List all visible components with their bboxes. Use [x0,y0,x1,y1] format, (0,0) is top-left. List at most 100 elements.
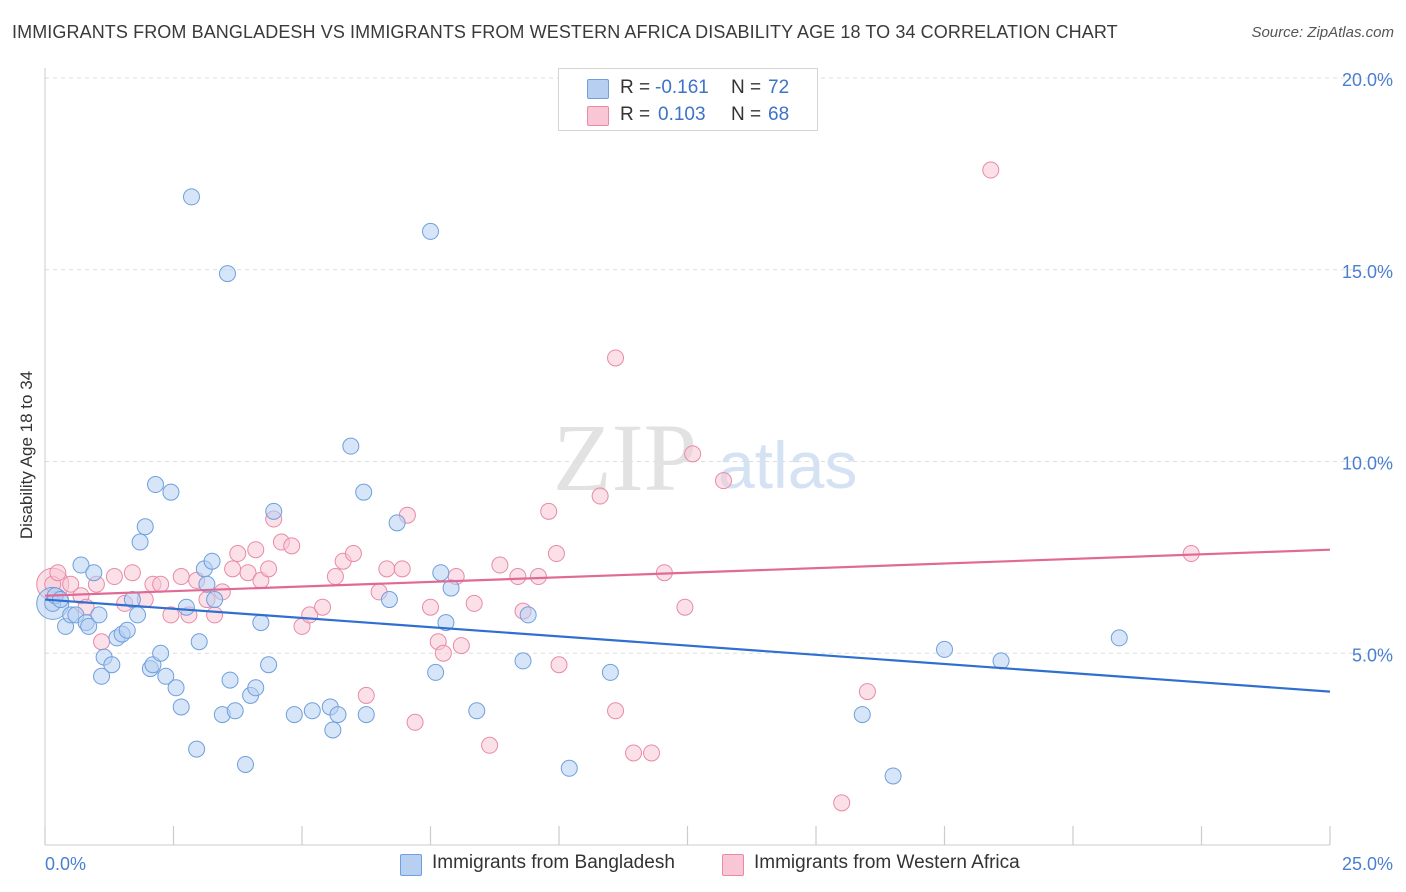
source-label: Source: ZipAtlas.com [1251,24,1394,41]
bangladesh-point [355,483,373,501]
western-africa-point [625,744,643,762]
bangladesh-point [206,591,224,609]
bangladesh-point [853,706,871,724]
bangladesh-point [226,702,244,720]
western-africa-point [465,594,483,612]
western-africa-point [550,656,568,674]
western-africa-point [123,564,141,582]
bangladesh-point [182,188,200,206]
western-africa-point [260,560,278,578]
bangladesh-point [437,614,455,632]
watermark-zip: ZIP [553,404,697,511]
western-africa-point [357,686,375,704]
y-tick-label: 20.0% [1342,70,1393,90]
watermark-atlas: atlas [718,428,857,502]
western-africa-point [378,560,396,578]
bangladesh-trend-line [44,598,1331,693]
chart-title: IMMIGRANTS FROM BANGLADESH VS IMMIGRANTS… [12,22,1118,42]
bangladesh-point [329,706,347,724]
western-africa-point [49,564,67,582]
bangladesh-point [380,591,398,609]
western-africa-trend-line [44,548,1331,597]
bangladesh-point [218,265,236,283]
series-bangladesh-points [36,188,1128,785]
x-tick-label: 0.0% [45,854,86,874]
bangladesh-point [601,663,619,681]
bangladesh-point [80,617,98,635]
bangladesh-point [442,579,460,597]
western-africa-point [162,606,180,624]
bangladesh-point [188,740,206,758]
western-africa-point [344,545,362,563]
western-africa-point [714,472,732,490]
bangladesh-point [85,564,103,582]
bangladesh-point [203,552,221,570]
legend-swatch-western-africa [587,106,609,126]
bangladesh-point [152,644,170,662]
western-africa-point [152,575,170,593]
western-africa-point [393,560,411,578]
trend-lines [44,548,1331,693]
legend-r-value: 0.103 [658,104,706,125]
western-africa-point [509,568,527,586]
bangladesh-point [93,667,111,685]
western-africa-point [283,537,301,555]
bangladesh-point [147,476,165,494]
y-tick-label: 5.0% [1352,645,1393,665]
western-africa-point [529,568,547,586]
bangladesh-point [422,222,439,240]
western-africa-point [591,487,609,505]
bangladesh-point [357,706,375,724]
legend-n-label: N = [731,77,762,98]
western-africa-point [172,568,190,586]
bangladesh-point [118,621,136,639]
bangladesh-point [468,702,486,720]
bangladesh-point [936,640,953,658]
western-africa-point [314,598,332,616]
western-africa-point [491,556,509,574]
bangladesh-point [177,598,195,616]
western-africa-point [62,575,80,593]
western-africa-point [105,568,123,586]
bangladesh-point [131,533,149,551]
legend-n-label: N = [731,104,762,125]
bangladesh-point [252,614,270,632]
western-africa-point [93,633,111,651]
bangladesh-point [388,514,406,532]
western-africa-point [858,683,876,701]
western-africa-point [452,637,470,655]
western-africa-point [247,541,265,559]
bangladesh-point [427,663,445,681]
bangladesh-point [172,698,190,716]
bangladesh-point [90,606,108,624]
western-africa-point [547,545,565,563]
legend-n-value: 68 [768,104,790,125]
bangladesh-point [342,437,360,455]
western-africa-point [422,598,439,616]
bangladesh-point [167,679,185,697]
bangladesh-point [285,706,303,724]
bangladesh-point [260,656,278,674]
bangladesh-point [247,679,265,697]
legend-n-value: 72 [768,77,790,98]
axes [44,68,1331,846]
western-africa-point [833,794,851,812]
bangladesh-point [157,667,175,685]
legend-r-value: -0.161 [655,77,709,98]
bangladesh-point [324,721,342,739]
bangladesh-point [519,606,537,624]
bangladesh-point [129,606,147,624]
western-africa-point [239,564,257,582]
western-africa-point [229,545,247,563]
western-africa-point [434,644,452,662]
bottom-legend-swatch-bangladesh [400,854,422,876]
bangladesh-point [162,483,180,501]
stats-legend: R = -0.161 N = 72 R = 0.103 N = 68 [558,68,818,131]
bangladesh-point [884,767,902,785]
bangladesh-point [103,656,121,674]
western-africa-point [982,161,1000,179]
bottom-legend-swatch-western-africa [722,854,744,876]
western-africa-point [481,736,499,754]
bangladesh-point [303,702,321,720]
